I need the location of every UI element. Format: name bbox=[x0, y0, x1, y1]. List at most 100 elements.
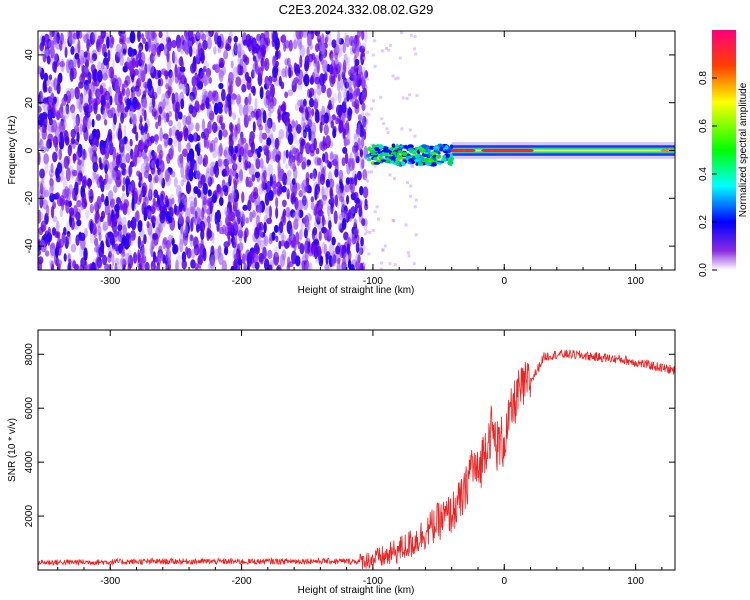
heatmap-cell bbox=[196, 170, 201, 179]
heatmap-cell bbox=[115, 152, 120, 166]
heatmap-cell bbox=[204, 73, 210, 85]
heatmap-cell bbox=[365, 153, 371, 158]
heatmap-cell bbox=[80, 56, 84, 69]
heatmap-cell bbox=[432, 145, 440, 150]
heatmap-cell bbox=[127, 220, 131, 229]
heatmap-cell bbox=[182, 83, 189, 94]
heatmap-cell bbox=[409, 33, 413, 37]
heatmap-cell bbox=[225, 42, 230, 50]
heatmap-cell bbox=[314, 188, 318, 201]
heatmap-cell bbox=[202, 94, 207, 102]
colorbar-ticks: 0.0 0.2 0.4 0.6 0.8 bbox=[698, 71, 717, 277]
heatmap-cell bbox=[87, 177, 92, 190]
heatmap-cell bbox=[241, 137, 247, 144]
heatmap-cell bbox=[104, 179, 111, 191]
heatmap-cell bbox=[364, 177, 368, 181]
heatmap-cell bbox=[223, 148, 228, 158]
heatmap-cell bbox=[49, 184, 54, 196]
heatmap-cell bbox=[146, 132, 150, 146]
heatmap-cell bbox=[413, 35, 417, 39]
heatmap-cell bbox=[214, 63, 220, 72]
heatmap-cell bbox=[352, 147, 357, 155]
heatmap-cell bbox=[185, 222, 190, 235]
heatmap-cell bbox=[283, 114, 289, 124]
heatmap-cell bbox=[315, 147, 320, 155]
heatmap-cell bbox=[269, 173, 274, 187]
heatmap-cell bbox=[361, 218, 366, 227]
heatmap-cell bbox=[149, 63, 155, 74]
heatmap-cell bbox=[44, 250, 50, 257]
heatmap-cell bbox=[151, 265, 155, 270]
heatmap-cell bbox=[157, 250, 164, 262]
heatmap-hotspot bbox=[467, 149, 476, 152]
heatmap-cell bbox=[214, 136, 219, 144]
heatmap-cell bbox=[276, 266, 281, 270]
heatmap-cell bbox=[365, 179, 369, 183]
heatmap-cell bbox=[168, 86, 173, 95]
heatmap-cell bbox=[239, 223, 243, 235]
heatmap-cell bbox=[311, 108, 315, 117]
heatmap-cell bbox=[326, 87, 332, 98]
heatmap-cell bbox=[259, 86, 264, 100]
heatmap-cell bbox=[50, 263, 55, 270]
heatmap-cell bbox=[286, 188, 290, 200]
heatmap-cell bbox=[120, 153, 126, 167]
snr-xtick-label: 0 bbox=[501, 576, 507, 587]
heatmap-cell bbox=[196, 134, 201, 142]
heatmap-cell bbox=[355, 127, 361, 138]
heatmap-cell bbox=[137, 249, 141, 264]
heatmap-cell bbox=[342, 73, 346, 80]
heatmap-cell bbox=[118, 137, 125, 148]
heatmap-cell bbox=[250, 141, 256, 154]
heatmap-cell bbox=[110, 209, 115, 223]
heatmap-cell bbox=[367, 252, 371, 256]
heatmap-cell bbox=[234, 145, 239, 154]
heatmap-cell bbox=[275, 148, 280, 155]
heatmap-cell bbox=[400, 161, 406, 166]
heatmap-cell bbox=[50, 125, 55, 133]
heatmap-cell bbox=[245, 33, 252, 48]
heatmap-cell bbox=[239, 146, 245, 157]
heatmap-cell bbox=[65, 167, 71, 182]
heatmap-cell bbox=[63, 226, 67, 236]
heatmap-cell bbox=[386, 131, 390, 135]
heatmap-cell bbox=[412, 262, 416, 266]
heatmap-cell bbox=[101, 146, 106, 156]
heatmap-cell bbox=[99, 85, 104, 95]
heatmap-cell bbox=[415, 93, 419, 97]
heatmap-cell bbox=[353, 44, 360, 58]
heatmap-cell bbox=[46, 38, 52, 49]
heatmap-cell bbox=[38, 151, 41, 165]
heatmap-cell bbox=[328, 220, 332, 230]
heatmap-cell bbox=[354, 197, 360, 204]
heatmap-cell bbox=[115, 235, 122, 246]
heatmap-cell bbox=[143, 109, 147, 122]
heatmap-cell bbox=[263, 31, 270, 39]
heatmap-cell bbox=[200, 131, 206, 139]
heatmap-cell bbox=[184, 207, 191, 222]
heatmap-cell bbox=[73, 115, 79, 130]
heatmap-cell bbox=[72, 204, 78, 218]
heatmap-cell bbox=[238, 241, 244, 252]
heatmap-cell bbox=[373, 161, 380, 165]
heatmap-cell bbox=[79, 263, 85, 270]
heatmap-cell bbox=[286, 264, 291, 270]
heatmap-cell bbox=[342, 42, 346, 54]
heatmap-cell bbox=[185, 83, 190, 97]
heatmap-cell bbox=[228, 192, 234, 205]
heatmap-cell bbox=[301, 217, 307, 224]
heatmap-cell bbox=[388, 173, 392, 177]
heatmap-cell bbox=[230, 265, 235, 270]
heatmap-cell bbox=[383, 149, 391, 153]
heatmap-cell bbox=[245, 217, 250, 224]
heatmap-cell bbox=[366, 50, 370, 54]
heatmap-cell bbox=[58, 120, 65, 131]
heatmap-cell bbox=[102, 109, 107, 120]
heatmap-cell bbox=[64, 105, 70, 119]
heatmap-cell bbox=[307, 37, 312, 44]
spectrogram-xtick-label: -300 bbox=[100, 276, 120, 287]
heatmap-cell bbox=[342, 146, 348, 154]
heatmap-cell bbox=[336, 261, 341, 270]
heatmap-cell bbox=[44, 42, 48, 50]
